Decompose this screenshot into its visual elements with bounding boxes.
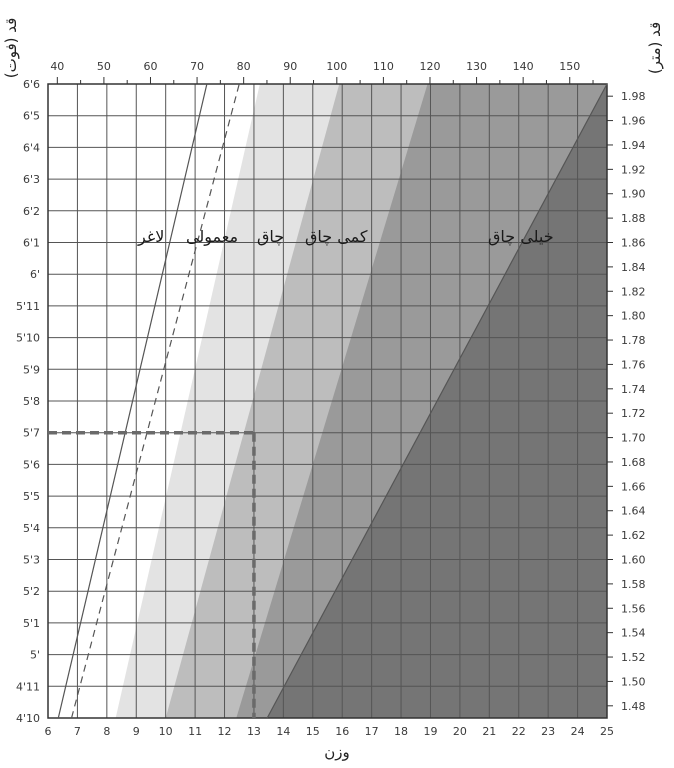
bottom-tick-label: 11 [188,725,202,738]
right-tick-label: 1.66 [621,480,646,493]
right-tick-label: 1.72 [621,407,646,420]
bottom-tick-label: 24 [571,725,585,738]
top-tick-label: 140 [513,60,534,73]
right-axis-title: قد (متر) [646,22,664,74]
left-tick-label: 4'11 [16,680,40,693]
top-tick-label: 120 [419,60,440,73]
left-tick-label: 5'4 [23,522,40,535]
top-tick-label: 100 [326,60,347,73]
right-tick-label: 1.62 [621,529,646,542]
example-marker-layer [48,430,256,718]
right-tick-label: 1.92 [621,163,646,176]
right-tick-label: 1.58 [621,578,646,591]
left-tick-label: 6'1 [23,237,40,250]
plot-frame [47,83,608,719]
left-tick-label: 5'7 [23,427,40,440]
bottom-tick-label: 10 [159,725,173,738]
left-tick-label: 6' [30,268,40,281]
left-tick-label: 4'10 [16,712,40,725]
right-tick-label: 1.94 [621,139,646,152]
bottom-tick-label: 16 [335,725,349,738]
zone-label-very-fat: خیلی چاق [488,227,554,246]
left-tick-label: 6'6 [23,78,40,91]
bottom-tick-label: 25 [600,725,614,738]
top-tick-label: 150 [559,60,580,73]
top-tick-label: 40 [50,60,64,73]
right-tick-label: 1.90 [621,188,646,201]
bottom-tick-label: 21 [482,725,496,738]
left-tick-label: 6'3 [23,173,40,186]
bottom-tick-label: 14 [276,725,290,738]
right-tick-label: 1.76 [621,358,646,371]
boundary-line-underweight-limit [57,83,208,719]
right-tick-label: 1.54 [621,627,646,640]
bottom-tick-label: 20 [453,725,467,738]
grid-layer [47,83,608,719]
left-tick-label: 5'1 [23,617,40,630]
left-axis-title: قد (فوت) [2,18,20,79]
bottom-axis-title: وزن [324,743,350,761]
right-tick-label: 1.56 [621,602,646,615]
bottom-tick-label: 17 [365,725,379,738]
zone-label-fat: چاق [257,227,284,246]
right-tick-label: 1.84 [621,261,646,274]
right-tick-label: 1.86 [621,237,646,250]
left-tick-label: 5' [30,649,40,662]
top-tick-label: 70 [190,60,204,73]
zone-label-thin: لاغر [137,227,164,247]
bottom-tick-label: 19 [423,725,437,738]
bottom-tick-label: 6 [45,725,52,738]
bottom-tick-label: 13 [247,725,261,738]
left-tick-label: 5'2 [23,585,40,598]
left-tick-label: 6'2 [23,205,40,218]
bottom-tick-label: 18 [394,725,408,738]
top-tick-label: 90 [283,60,297,73]
left-tick-label: 5'3 [23,554,40,567]
right-tick-label: 1.98 [621,90,646,103]
left-tick-label: 5'8 [23,395,40,408]
left-tick-label: 5'9 [23,363,40,376]
right-tick-label: 1.74 [621,383,646,396]
right-tick-label: 1.88 [621,212,646,225]
right-tick-label: 1.78 [621,334,646,347]
left-tick-label: 5'6 [23,458,40,471]
right-tick-label: 1.50 [621,675,646,688]
bottom-tick-label: 12 [218,725,232,738]
right-tick-label: 1.68 [621,456,646,469]
right-tick-label: 1.60 [621,554,646,567]
bottom-tick-label: 23 [541,725,555,738]
bottom-tick-label: 22 [512,725,526,738]
right-tick-label: 1.70 [621,432,646,445]
bottom-tick-label: 9 [133,725,140,738]
boundary-line-very-obese-line [266,83,608,719]
bottom-tick-label: 8 [103,725,110,738]
right-tick-label: 1.52 [621,651,646,664]
zone-label-slightly-fat: کمی چاق [305,227,368,246]
left-tick-label: 5'10 [16,332,40,345]
top-tick-label: 50 [97,60,111,73]
right-tick-label: 1.64 [621,505,646,518]
right-tick-label: 1.80 [621,310,646,323]
boundary-line-ideal-mid [70,83,240,719]
right-tick-label: 1.82 [621,285,646,298]
bottom-tick-label: 15 [306,725,320,738]
boundary-lines-layer [57,83,608,719]
top-tick-label: 110 [373,60,394,73]
left-tick-label: 6'4 [23,141,40,154]
zone-label-normal: معمولی [186,227,238,247]
left-tick-label: 5'5 [23,490,40,503]
top-tick-label: 60 [143,60,157,73]
ticks-layer: 4'10 4'11 5' 5'1 5'2 5'3 5'4 5'5 5'6 5'7 5'8 5'9 5'1… [16,60,646,738]
top-tick-label: 80 [237,60,251,73]
top-tick-label: 130 [466,60,487,73]
right-tick-label: 1.48 [621,700,646,713]
bottom-tick-label: 7 [74,725,81,738]
left-tick-label: 6'5 [23,110,40,123]
left-tick-label: 5'11 [16,300,40,313]
right-tick-label: 1.96 [621,115,646,128]
